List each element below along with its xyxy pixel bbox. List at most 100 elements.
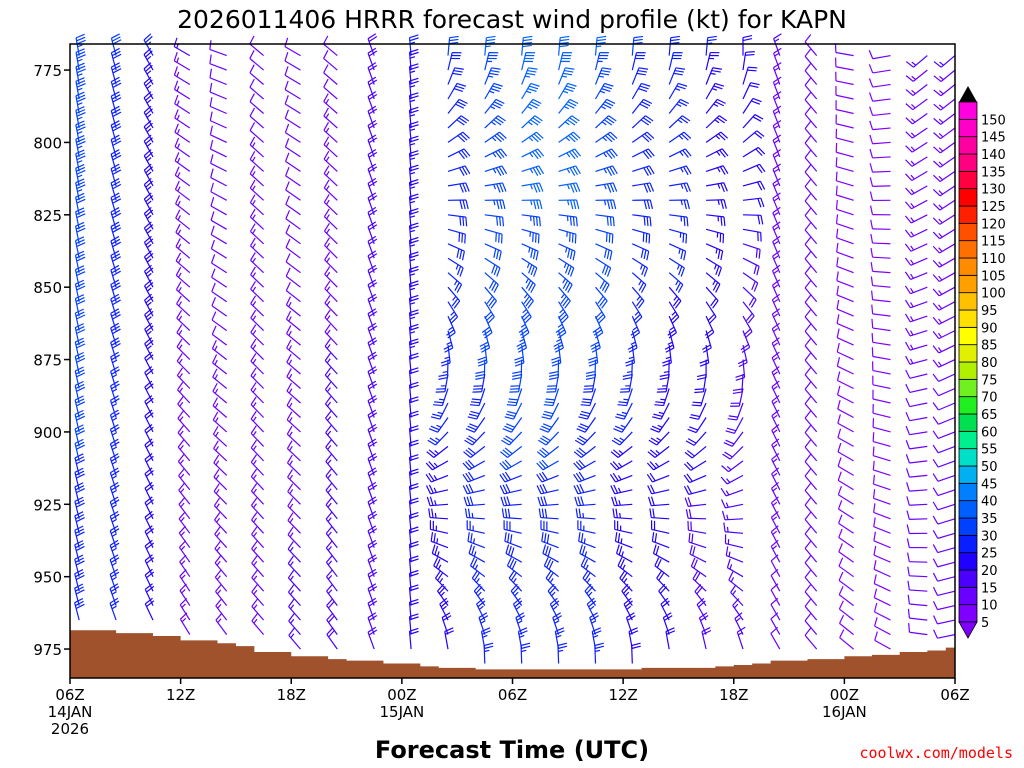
- wind-barb: [933, 98, 956, 111]
- wind-barb: [213, 497, 228, 520]
- wind-barb: [110, 178, 122, 201]
- wind-barb: [771, 308, 781, 331]
- wind-barb: [213, 440, 228, 462]
- wind-barb: [647, 484, 670, 495]
- wind-barb: [521, 286, 534, 309]
- wind-barb: [286, 325, 301, 346]
- wind-barb: [521, 182, 544, 193]
- colorbar-segment: [958, 448, 978, 467]
- wind-barb: [558, 35, 570, 56]
- wind-barb: [770, 568, 781, 592]
- wind-barb: [212, 354, 228, 375]
- colorbar-label: 135: [981, 165, 1006, 180]
- wind-barb: [109, 496, 120, 519]
- wind-barb: [660, 597, 670, 621]
- wind-barb: [614, 520, 633, 534]
- wind-barb: [214, 555, 228, 578]
- wind-barb: [669, 214, 689, 227]
- wind-barb: [109, 409, 120, 433]
- wind-barb: [696, 597, 707, 621]
- wind-barb: [109, 481, 120, 505]
- wind-barb: [632, 214, 652, 227]
- wind-barb: [771, 337, 781, 360]
- wind-barb: [932, 601, 956, 611]
- wind-barb: [668, 67, 686, 85]
- wind-barb: [836, 285, 854, 303]
- wind-barb: [174, 180, 191, 201]
- wind-barb: [668, 51, 683, 71]
- wind-barb: [668, 148, 692, 158]
- wind-barb: [873, 574, 891, 592]
- wind-barb: [251, 540, 265, 563]
- x-tick-label: 06Z: [498, 686, 527, 704]
- wind-barb: [286, 353, 301, 375]
- wind-barb: [595, 199, 617, 210]
- wind-barb: [687, 417, 707, 434]
- wind-barb: [209, 125, 227, 143]
- wind-barb: [868, 78, 891, 88]
- wind-barb: [323, 93, 338, 114]
- wind-barb: [483, 642, 494, 664]
- wind-barb: [872, 446, 891, 462]
- wind-barb: [521, 148, 545, 160]
- wind-barb: [179, 597, 191, 621]
- wind-barb: [212, 425, 228, 447]
- wind-barb: [594, 642, 605, 664]
- wind-barb: [177, 381, 191, 404]
- colorbar-label: 5: [981, 616, 989, 631]
- wind-barb: [284, 123, 301, 143]
- wind-barb: [552, 612, 562, 635]
- wind-barb: [447, 257, 464, 277]
- wind-barb: [904, 199, 928, 210]
- wind-barb: [408, 425, 419, 447]
- wind-barb: [804, 106, 818, 129]
- wind-barb: [287, 497, 301, 520]
- wind-barb: [285, 166, 301, 187]
- wind-barb: [558, 243, 576, 261]
- wind-barb: [109, 539, 120, 563]
- wind-barb: [631, 131, 655, 143]
- wind-barb: [323, 122, 338, 143]
- wind-barb: [143, 177, 154, 201]
- wind-barb: [772, 148, 782, 172]
- wind-barb: [595, 115, 617, 129]
- colorbar-segment: [958, 118, 978, 138]
- wind-barb: [838, 614, 854, 636]
- wind-barb: [109, 597, 120, 621]
- wind-barb: [701, 627, 712, 650]
- wind-barb: [580, 388, 597, 407]
- wind-barb: [668, 286, 682, 309]
- wind-barb: [595, 272, 610, 293]
- wind-barb: [631, 82, 651, 100]
- wind-barb: [589, 612, 599, 635]
- wind-barb: [742, 180, 766, 191]
- wind-barb: [558, 131, 581, 143]
- x-tick-label: 18Z: [719, 686, 748, 704]
- wind-barb: [558, 148, 581, 160]
- wind-barb: [462, 459, 486, 471]
- wind-barb: [210, 254, 228, 274]
- wind-barb: [836, 357, 854, 375]
- colorbar-segment: [958, 413, 978, 432]
- wind-barb: [837, 428, 854, 447]
- wind-barb: [872, 375, 891, 390]
- wind-barb: [74, 438, 85, 462]
- colorbar-label: 100: [981, 287, 1006, 302]
- wind-barb: [873, 531, 891, 549]
- wind-barb: [873, 517, 891, 534]
- wind-barb: [447, 199, 469, 210]
- wind-barb: [426, 496, 449, 507]
- wind-barb: [447, 115, 470, 129]
- wind-barb: [594, 82, 614, 100]
- wind-barb: [477, 345, 488, 367]
- wind-barb: [835, 171, 854, 187]
- wind-barb: [250, 324, 265, 346]
- wind-barb: [110, 105, 122, 129]
- colorbar-segment: [958, 361, 978, 380]
- colorbar-segment: [958, 205, 978, 224]
- wind-barb: [484, 214, 505, 227]
- wind-barb: [742, 114, 764, 129]
- wind-barb: [632, 228, 651, 244]
- wind-barb: [652, 544, 670, 563]
- wind-barb: [932, 586, 956, 597]
